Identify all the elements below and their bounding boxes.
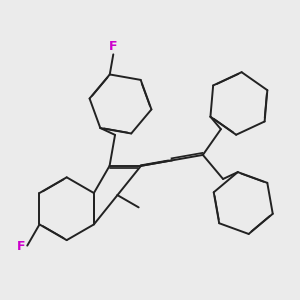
Text: F: F bbox=[109, 40, 118, 53]
Text: F: F bbox=[17, 240, 25, 253]
